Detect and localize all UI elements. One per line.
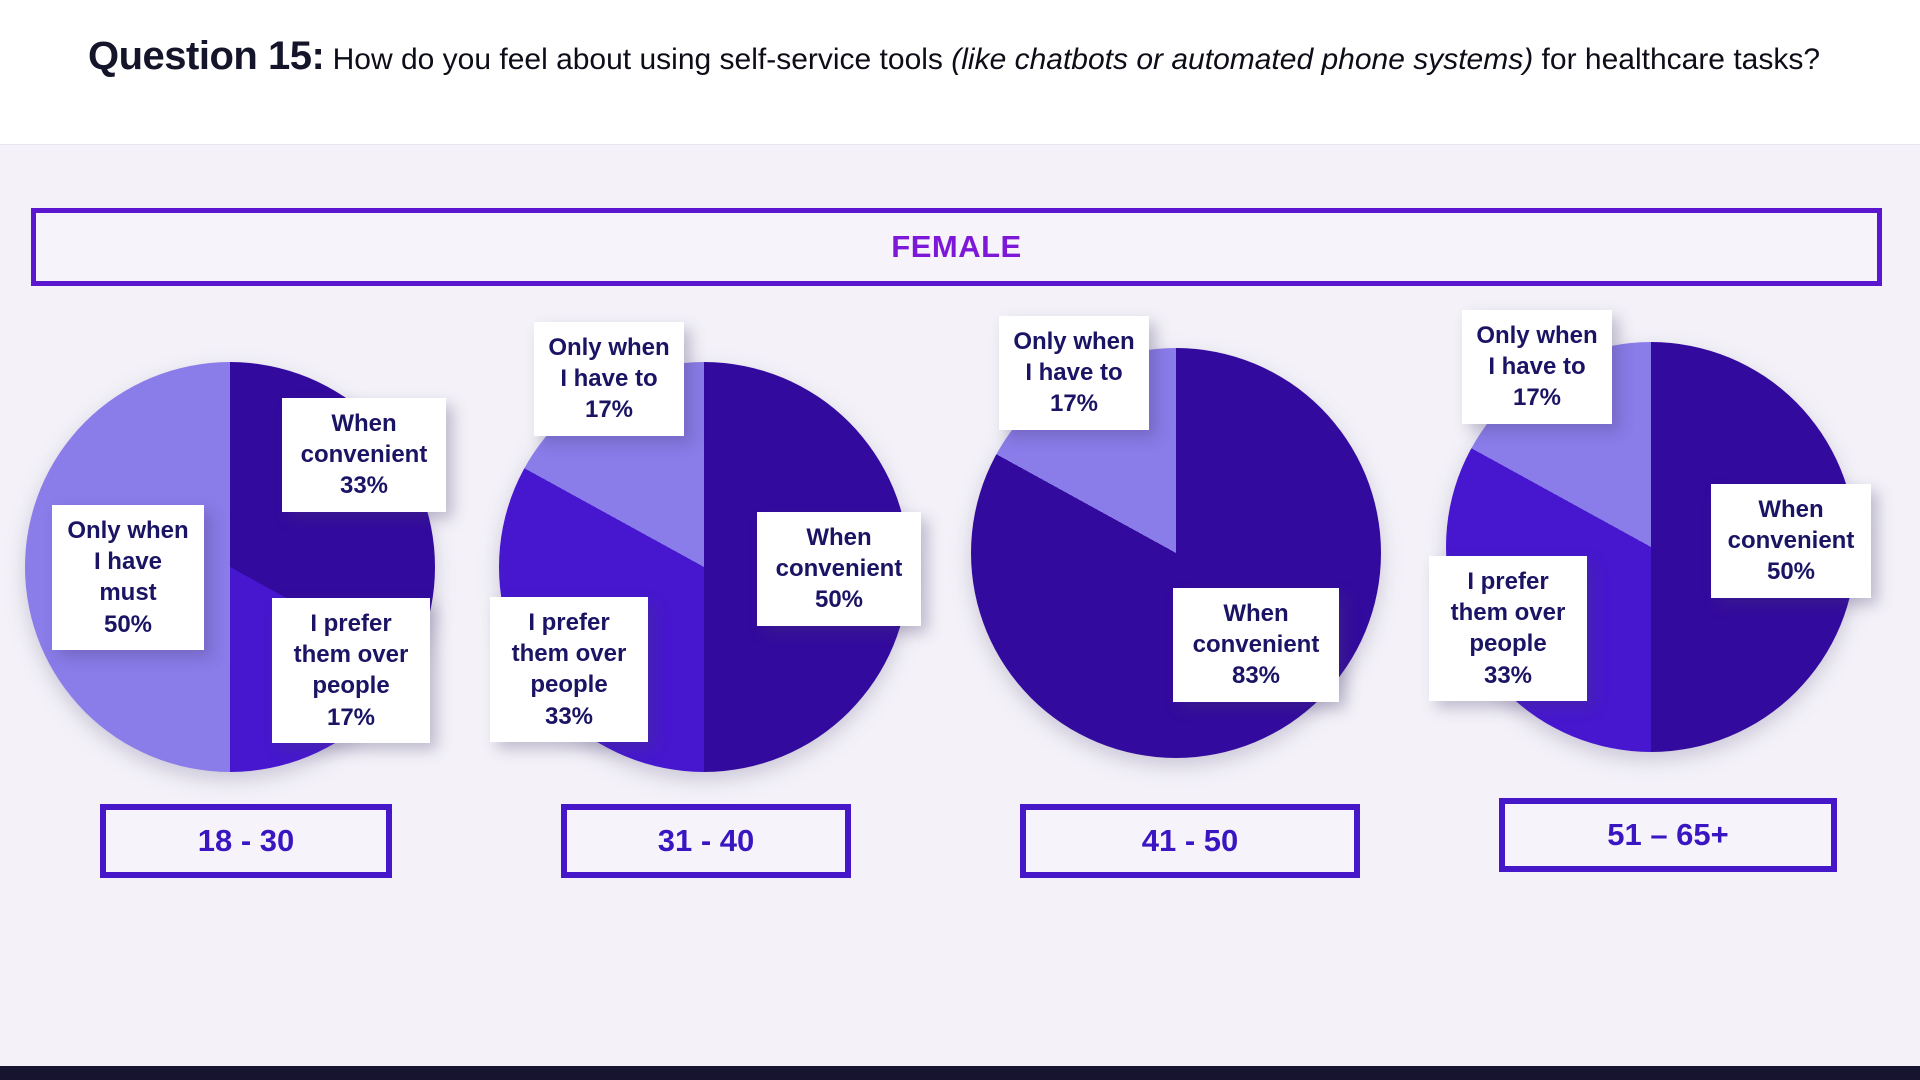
slice-label-only-when: Only when I have must 50% (52, 505, 204, 650)
slice-label-pct: 33% (1483, 661, 1533, 689)
slice-label-text: Only when I have to (1476, 322, 1598, 381)
female-banner: FEMALE (31, 208, 1882, 286)
female-banner-label: FEMALE (891, 229, 1022, 264)
slice-label-when-convenient: When convenient 33% (282, 398, 446, 512)
question-text: How do you feel about using self-service… (324, 43, 952, 76)
header-band: Question 15: How do you feel about using… (0, 0, 1920, 145)
slice-label-prefer-people: I prefer them over people 33% (490, 597, 648, 742)
age-group-label-51-65: 51 – 65+ (1499, 798, 1837, 872)
slice-label-pct: 17% (326, 703, 376, 731)
question-text-italic: (like chatbots or automated phone system… (951, 43, 1534, 76)
slice-label-only-when: Only when I have to 17% (999, 316, 1149, 430)
age-group-text: 18 - 30 (197, 823, 295, 858)
page-title: Question 15: How do you feel about using… (88, 30, 1878, 82)
slice-label-pct: 33% (544, 702, 594, 730)
slice-label-when-convenient: When convenient 83% (1173, 588, 1339, 702)
slice-label-text: When convenient (1727, 496, 1855, 555)
slice-label-text: When convenient (1192, 600, 1320, 659)
age-group-label-31-40: 31 - 40 (561, 804, 851, 878)
age-group-text: 31 - 40 (657, 823, 755, 858)
slice-label-text: I prefer them over people (511, 609, 627, 699)
slice-label-pct: 17% (584, 396, 634, 424)
slice-label-text: Only when I have to (548, 334, 670, 393)
slice-label-only-when: Only when I have to 17% (534, 322, 684, 436)
age-group-label-41-50: 41 - 50 (1020, 804, 1360, 878)
slice-label-pct: 83% (1231, 662, 1281, 690)
slice-label-text: When convenient (300, 410, 428, 469)
slice-label-when-convenient: When convenient 50% (1711, 484, 1871, 598)
slice-label-pct: 17% (1512, 384, 1562, 412)
slice-label-pct: 33% (339, 472, 389, 500)
slice-label-only-when: Only when I have to 17% (1462, 310, 1612, 424)
slice-label-text: When convenient (775, 524, 903, 583)
slice-label-pct: 50% (103, 610, 153, 638)
slice-label-pct: 17% (1049, 390, 1099, 418)
slice-label-when-convenient: When convenient 50% (757, 512, 921, 626)
bottom-edge-bar (0, 1066, 1920, 1080)
question-number: Question 15: (88, 34, 325, 78)
slice-label-text: I prefer them over people (1450, 568, 1566, 658)
slice-label-pct: 50% (1766, 558, 1816, 586)
slice-label-prefer-people: I prefer them over people 33% (1429, 556, 1587, 701)
slice-label-text: I prefer them over people (293, 610, 409, 700)
age-group-text: 51 – 65+ (1607, 817, 1729, 852)
age-group-text: 41 - 50 (1141, 823, 1239, 858)
question-text-end: for healthcare tasks? (1533, 43, 1821, 76)
slice-label-prefer-people: I prefer them over people 17% (272, 598, 430, 743)
slice-label-pct: 50% (814, 586, 864, 614)
slice-label-text: Only when I have to (1013, 328, 1135, 387)
slice-label-text: Only when I have must (67, 517, 189, 607)
age-group-label-18-30: 18 - 30 (100, 804, 392, 878)
